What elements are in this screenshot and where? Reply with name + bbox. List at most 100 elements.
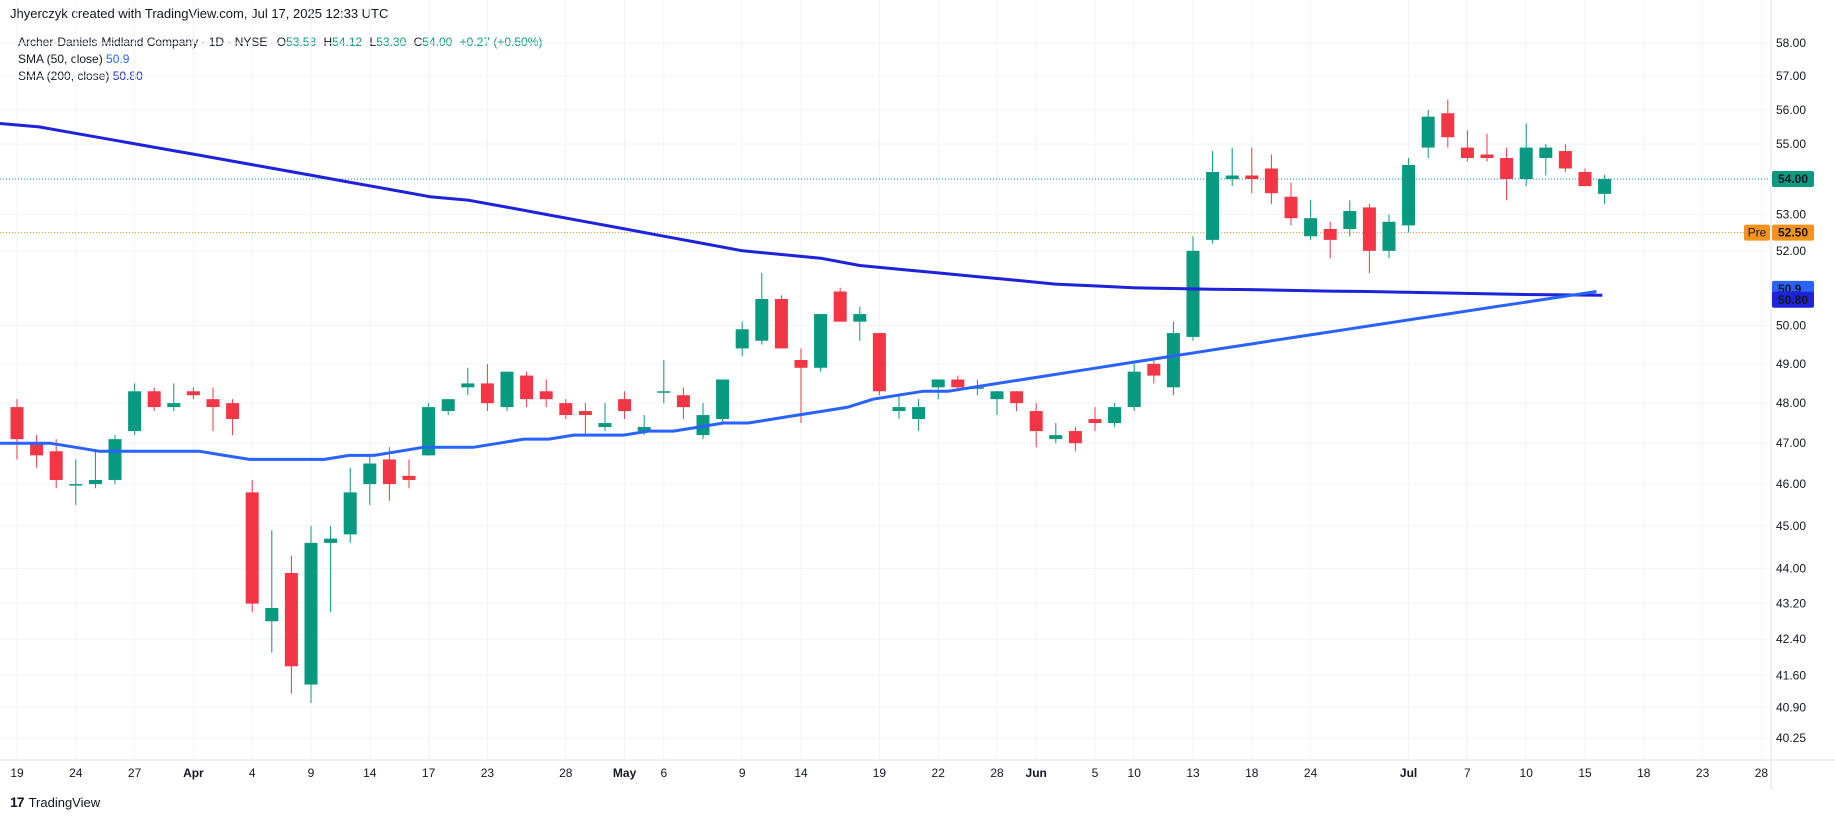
y-tick-label: 49.00 — [1776, 357, 1806, 371]
candle — [676, 387, 690, 420]
candle — [108, 435, 122, 485]
brand-name: TradingView — [28, 794, 101, 810]
candle-body — [1264, 168, 1278, 194]
pre-badge-bg — [1744, 224, 1770, 241]
candle-body — [1500, 158, 1514, 180]
x-tick-label: 10 — [1520, 766, 1534, 780]
sma200-badge-bg — [1772, 291, 1814, 308]
y-tick-label: 56.00 — [1776, 103, 1806, 117]
x-tick-label: 19 — [10, 766, 24, 780]
candle-body — [892, 407, 906, 412]
candle — [304, 525, 318, 704]
x-tick-label: 19 — [873, 766, 887, 780]
candle — [69, 459, 83, 505]
candle-body — [324, 538, 338, 543]
candle-body — [1402, 164, 1416, 226]
candle-body — [1108, 407, 1122, 424]
candle-body — [774, 299, 788, 349]
x-tick-label: Apr — [183, 766, 204, 780]
candle-body — [853, 314, 867, 322]
candle — [1323, 221, 1337, 259]
x-tick-label: 22 — [932, 766, 946, 780]
candle-body — [833, 291, 847, 322]
x-tick-label: 18 — [1637, 766, 1651, 780]
x-tick-label: May — [613, 766, 637, 780]
candle — [853, 306, 867, 341]
symbol-name: Archer-Daniels-Midland Company · 1D · NY… — [18, 35, 268, 49]
sma50-value: 50.9 — [106, 52, 130, 66]
candle-body — [872, 333, 886, 392]
candle-body — [1460, 147, 1474, 159]
candle-body — [10, 407, 24, 440]
pre-price-badge: Pre 52.50 — [1744, 224, 1814, 241]
tradingview-branding: 17 TradingView — [10, 794, 100, 810]
candle — [363, 455, 377, 505]
x-tick-label: 6 — [660, 766, 667, 780]
y-tick-label: 50.00 — [1776, 318, 1806, 332]
candle-body — [951, 379, 965, 388]
candle-body — [69, 484, 83, 486]
candle — [1206, 151, 1220, 244]
candle-body — [304, 542, 318, 685]
x-tick-label: 18 — [1245, 766, 1259, 780]
candle-body — [49, 451, 63, 480]
candle-body — [245, 492, 259, 604]
sma200-line — [0, 122, 1603, 297]
candle-body — [1010, 391, 1024, 404]
candle — [716, 379, 730, 424]
x-tick-label: 9 — [308, 766, 315, 780]
candle-body — [912, 407, 926, 420]
candle-body — [186, 391, 200, 396]
candle — [520, 371, 534, 408]
candle — [30, 435, 44, 468]
attribution-text: Jhyerczyk created with TradingView.com, … — [10, 6, 389, 21]
candle-body — [1441, 113, 1455, 138]
candle — [500, 371, 514, 412]
y-tick-label: 43.20 — [1776, 597, 1806, 611]
y-tick-label: 52.00 — [1776, 244, 1806, 258]
candle-body — [794, 360, 808, 368]
x-tick-label: 23 — [1696, 766, 1710, 780]
y-tick-label: 46.00 — [1776, 477, 1806, 491]
candle — [1147, 360, 1161, 384]
candle-body — [931, 379, 945, 388]
candle — [1049, 423, 1063, 444]
x-tick-label: 15 — [1578, 766, 1592, 780]
candle-body — [1147, 363, 1161, 376]
x-tick-label: 17 — [422, 766, 436, 780]
candle-body — [284, 572, 298, 667]
candle-body — [402, 475, 416, 480]
candle-body — [1539, 147, 1553, 159]
candle — [539, 379, 553, 408]
candle-body — [1029, 411, 1043, 432]
candle — [1402, 158, 1416, 233]
candle-body — [88, 479, 102, 485]
sma50-line — [0, 290, 1597, 461]
y-tick-label: 45.00 — [1776, 519, 1806, 533]
close-value: 54.00 — [422, 35, 453, 49]
last-price-badge-text: 54.00 — [1778, 172, 1808, 186]
candle-body — [1127, 371, 1141, 408]
candle — [402, 459, 416, 489]
candle-body — [1362, 207, 1376, 251]
candle-body — [461, 383, 475, 388]
x-tick-label: 28 — [990, 766, 1004, 780]
candle — [324, 525, 338, 613]
candle-body — [363, 463, 377, 485]
x-tick-label: 13 — [1186, 766, 1200, 780]
candle-body — [500, 371, 514, 408]
x-tick-label: 4 — [249, 766, 256, 780]
candle — [1166, 321, 1180, 396]
pre-price-badge-text: 52.50 — [1778, 226, 1808, 240]
candle — [1029, 403, 1043, 448]
candle — [10, 399, 24, 460]
candle-body — [1225, 175, 1239, 180]
candle — [794, 348, 808, 424]
candle — [912, 399, 926, 432]
candle — [618, 391, 632, 420]
candle — [1558, 144, 1572, 172]
candle-body — [1343, 211, 1357, 230]
candle — [814, 314, 828, 372]
candle — [1068, 427, 1082, 452]
